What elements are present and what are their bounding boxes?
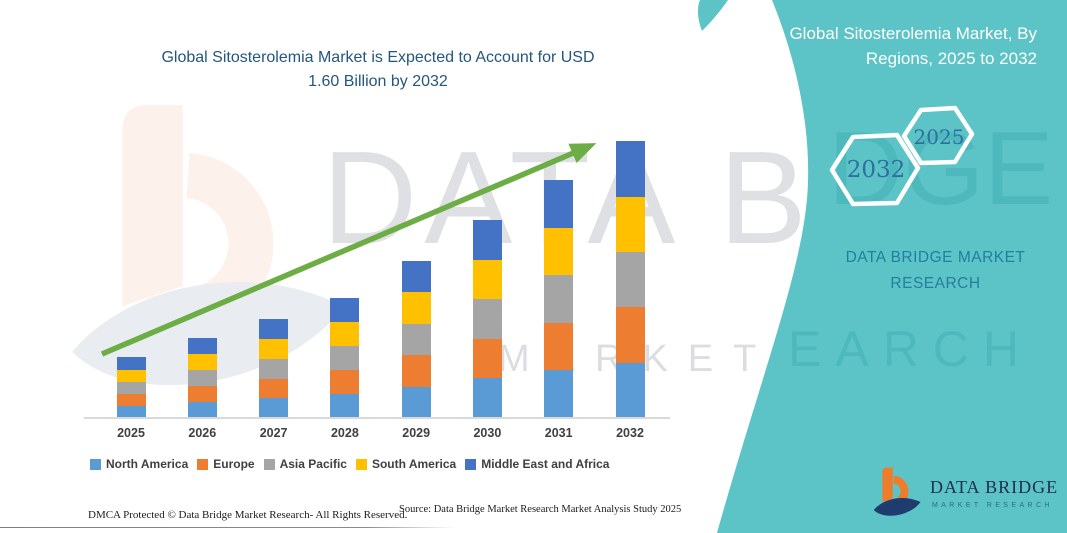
x-axis-label-2028: 2028 bbox=[330, 426, 359, 440]
bar-segment-2032-middle-east-and-africa bbox=[615, 141, 645, 197]
bar-segment-2032-asia-pacific bbox=[615, 251, 645, 308]
chart-title-line1: Global Sitosterolemia Market is Expected… bbox=[161, 49, 595, 66]
panel-heading-line2: Regions, 2025 to 2032 bbox=[865, 49, 1037, 68]
bar-segment-2028-south-america bbox=[330, 321, 360, 346]
legend-label: Asia Pacific bbox=[279, 457, 347, 471]
legend-item: Europe bbox=[197, 457, 255, 471]
legend-item: Asia Pacific bbox=[263, 457, 347, 471]
bar-segment-2025-europe bbox=[116, 393, 146, 406]
bar-segment-2026-north-america bbox=[187, 402, 217, 418]
x-axis-line bbox=[84, 417, 670, 419]
legend-swatch-icon bbox=[90, 458, 101, 470]
hexagon-year-2025: 2025 bbox=[913, 125, 965, 149]
x-axis-label-2027: 2027 bbox=[259, 426, 288, 440]
x-axis-label-2029: 2029 bbox=[402, 426, 431, 440]
panel-brand-line2: RESEARCH bbox=[890, 275, 981, 292]
bar-segment-2031-south-america bbox=[544, 227, 574, 276]
legend-label: Europe bbox=[213, 457, 255, 471]
x-axis-label-2032: 2032 bbox=[616, 426, 644, 440]
panel-brand-text: DATA BRIDGE MARKET RESEARCH bbox=[833, 245, 1038, 297]
bar-segment-2028-europe bbox=[330, 369, 360, 394]
bar-segment-2027-asia-pacific bbox=[259, 358, 289, 379]
chart-title-line2: 1.60 Billion by 2032 bbox=[308, 73, 448, 90]
chart-title: Global Sitosterolemia Market is Expected… bbox=[113, 46, 643, 94]
logo-subtitle: MARKET RESEARCH bbox=[932, 502, 1053, 509]
bar-segment-2030-middle-east-and-africa bbox=[472, 219, 502, 260]
legend-item: Middle East and Africa bbox=[465, 457, 609, 471]
bar-segment-2031-middle-east-and-africa bbox=[544, 180, 574, 228]
bar-segment-2027-south-america bbox=[259, 339, 289, 359]
legend-swatch-icon bbox=[465, 458, 477, 470]
bar-segment-2026-middle-east-and-africa bbox=[187, 338, 217, 355]
bar-segment-2026-south-america bbox=[187, 354, 217, 371]
bottom-divider bbox=[0, 527, 455, 528]
bar-segment-2030-north-america bbox=[472, 378, 502, 418]
bar-segment-2031-asia-pacific bbox=[544, 275, 574, 323]
bar-segment-2025-north-america bbox=[116, 405, 146, 418]
bar-segment-2029-asia-pacific bbox=[401, 323, 431, 356]
bar-segment-2029-middle-east-and-africa bbox=[401, 260, 431, 293]
legend-swatch-icon bbox=[355, 458, 367, 470]
bar-segment-2030-europe bbox=[472, 338, 502, 379]
bar-segment-2026-europe bbox=[187, 386, 217, 403]
dbmr-logo-icon bbox=[873, 467, 921, 516]
bar-segment-2032-south-america bbox=[615, 196, 645, 252]
bar-segment-2028-asia-pacific bbox=[330, 345, 360, 370]
legend-label: North America bbox=[106, 457, 189, 471]
chart-legend: North America Europe Asia Pacific South Ame… bbox=[90, 457, 609, 471]
bar-segment-2030-south-america bbox=[472, 259, 502, 300]
legend-label: Middle East and Africa bbox=[481, 457, 610, 471]
logo-wordmark: DATA BRIDGE bbox=[930, 477, 1059, 497]
x-axis-label-2026: 2026 bbox=[188, 426, 217, 440]
bar-segment-2026-asia-pacific bbox=[187, 370, 217, 387]
bar-segment-2028-middle-east-and-africa bbox=[330, 297, 360, 322]
bar-segment-2027-europe bbox=[259, 378, 289, 399]
panel-brand-line1: DATA BRIDGE MARKET bbox=[845, 249, 1026, 266]
panel-heading-line1: Global Sitosterolemia Market, By bbox=[789, 24, 1037, 43]
bar-segment-2031-north-america bbox=[544, 370, 574, 418]
x-axis-label-2031: 2031 bbox=[544, 426, 573, 440]
x-axis-label-2030: 2030 bbox=[473, 426, 502, 440]
bar-segment-2032-europe bbox=[615, 307, 645, 363]
legend-swatch-icon bbox=[197, 458, 209, 470]
legend-item: North America bbox=[90, 457, 188, 471]
bar-segment-2029-south-america bbox=[401, 292, 431, 324]
legend-swatch-icon bbox=[263, 458, 275, 470]
hexagon-year-2032: 2032 bbox=[846, 157, 906, 183]
bar-segment-2027-north-america bbox=[259, 398, 289, 418]
bar-segment-2027-middle-east-and-africa bbox=[259, 319, 289, 340]
legend-label: South America bbox=[371, 457, 457, 471]
bar-segment-2025-asia-pacific bbox=[116, 381, 146, 394]
bar-segment-2025-south-america bbox=[116, 369, 146, 382]
bar-segment-2029-north-america bbox=[401, 386, 431, 418]
bar-segment-2028-north-america bbox=[330, 393, 360, 418]
dmca-notice: DMCA Protected © Data Bridge Market Rese… bbox=[88, 509, 408, 521]
x-axis-label-2025: 2025 bbox=[117, 426, 145, 440]
bar-segment-2032-north-america bbox=[615, 362, 645, 418]
bar-segment-2031-europe bbox=[544, 322, 574, 371]
panel-heading: Global Sitosterolemia Market, By Regions… bbox=[757, 21, 1037, 71]
bar-segment-2030-asia-pacific bbox=[472, 299, 502, 339]
panel-watermark-fragment: EARCH bbox=[788, 321, 1034, 377]
bar-segment-2029-europe bbox=[401, 355, 431, 387]
source-note: Source: Data Bridge Market Research Mark… bbox=[399, 504, 682, 515]
bar-segment-2025-middle-east-and-africa bbox=[116, 357, 146, 370]
legend-item: South America bbox=[355, 457, 457, 471]
